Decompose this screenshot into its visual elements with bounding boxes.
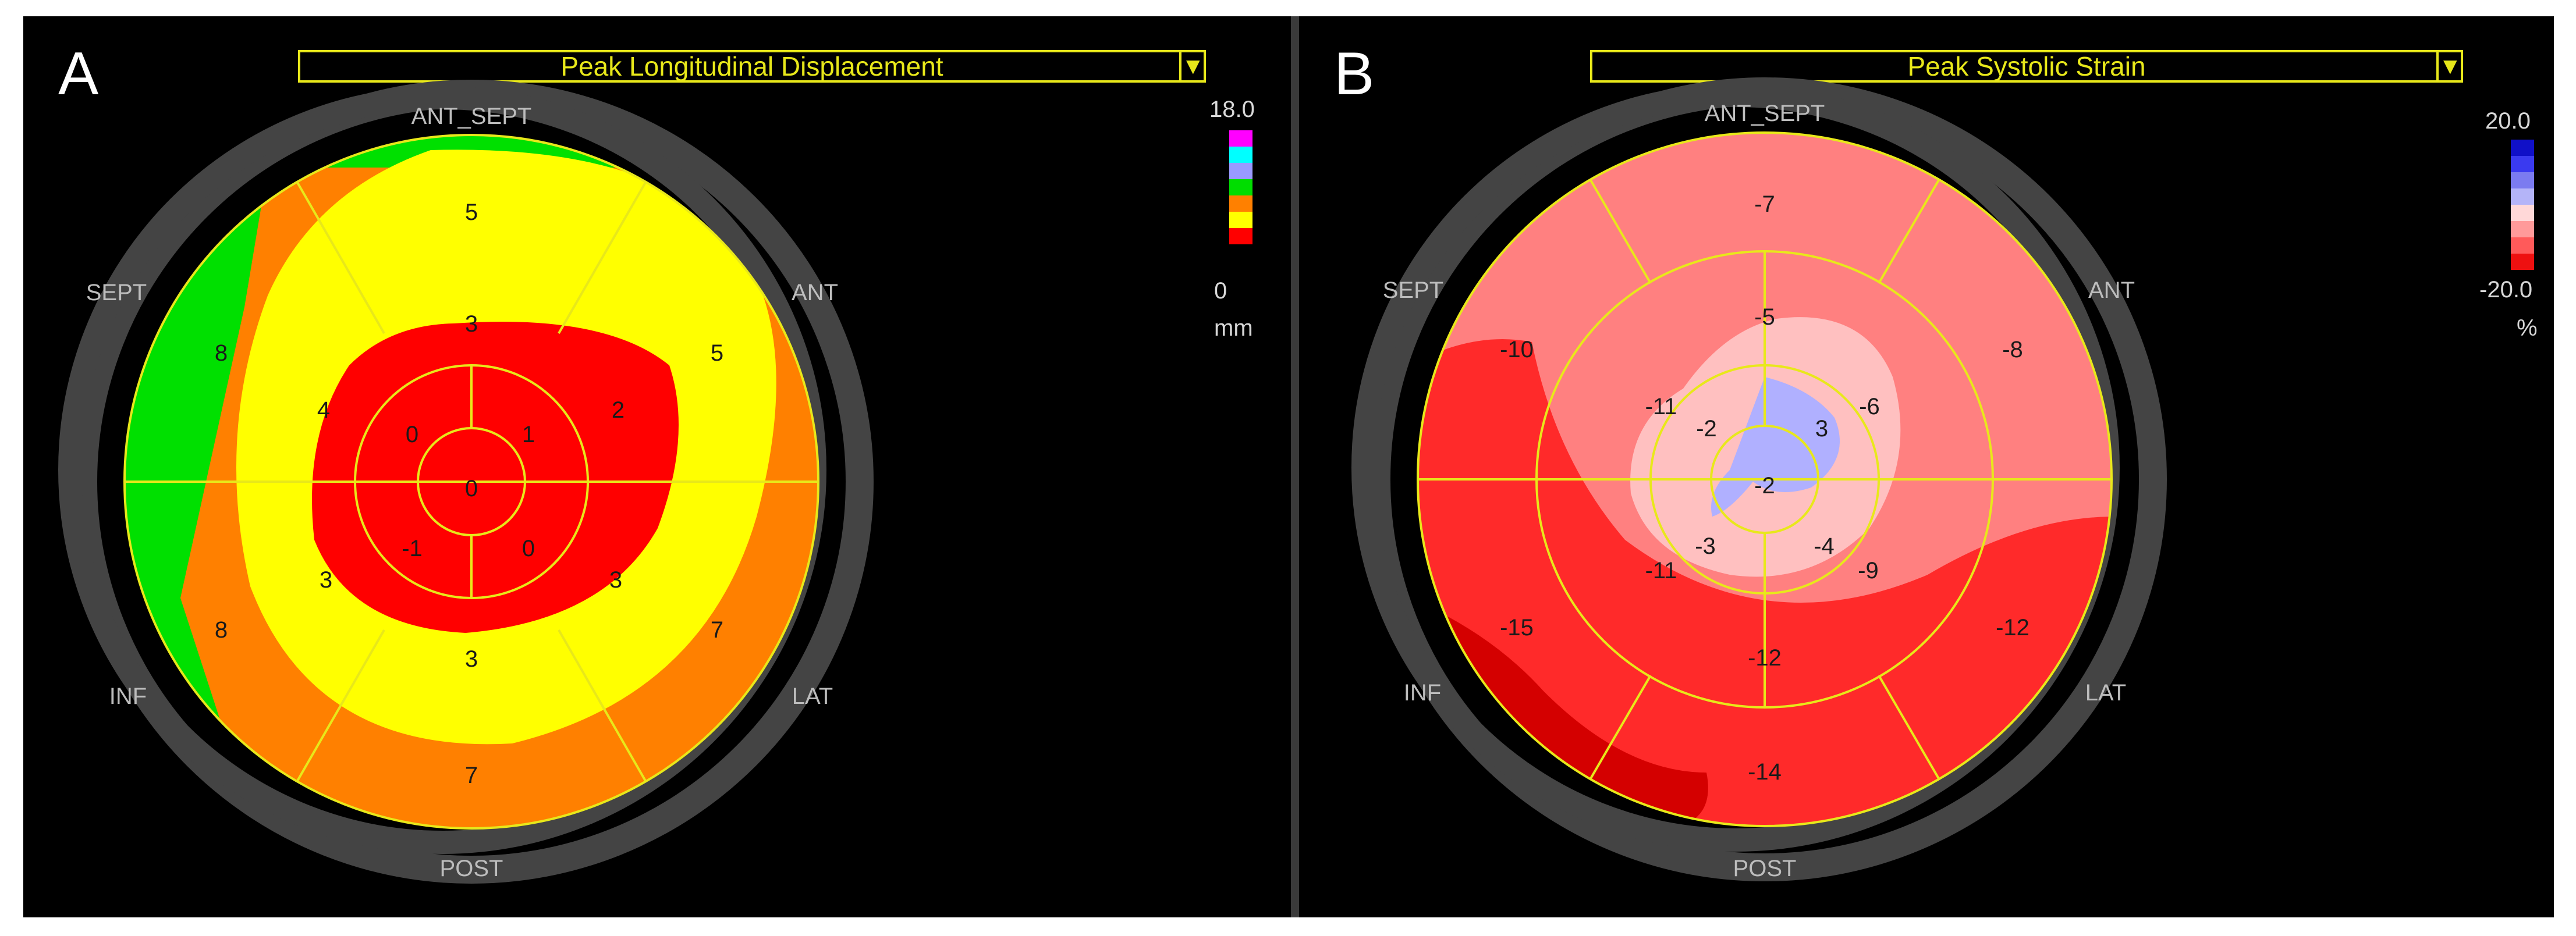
scale-b-swatch-5 xyxy=(2511,205,2534,221)
value-a-v5b: 5 xyxy=(711,340,723,366)
value-a-v3b: 3 xyxy=(609,567,622,593)
value-b-2: -8 xyxy=(2002,337,2023,362)
value-a-v0c: 0 xyxy=(465,476,478,501)
value-b-16: -3 xyxy=(1695,533,1716,559)
value-a-v4: 4 xyxy=(317,397,330,423)
scale-a-swatch-2 xyxy=(1229,147,1252,163)
value-a-v3c: 3 xyxy=(465,646,478,672)
scale-b-swatch-2 xyxy=(2511,156,2534,172)
value-a-v3a: 3 xyxy=(465,311,478,337)
dropdown-arrow-icon[interactable]: ▼ xyxy=(1179,52,1205,80)
region-red-b xyxy=(1418,339,2112,826)
value-b-6: -10 xyxy=(1500,337,1534,362)
value-a-v0b: 0 xyxy=(522,536,535,561)
scale-b-swatch-4 xyxy=(2511,188,2534,205)
dropdown-arrow-icon[interactable]: ▼ xyxy=(2436,52,2462,80)
panel-letter-a: A xyxy=(58,40,99,108)
label-sept-a: SEPT xyxy=(86,280,147,305)
label-sept-b: SEPT xyxy=(1383,277,1443,303)
grid-line-b2 xyxy=(1878,178,1940,284)
bullseye-plot-b: ANT_SEPT ANT LAT POST INF SEPT -7 -8 -12… xyxy=(1351,77,2167,881)
grid-line-a2 xyxy=(558,181,647,334)
scale-a-swatch-6 xyxy=(1229,212,1252,228)
value-a-v7b: 7 xyxy=(465,763,478,788)
label-ant-sept-b: ANT_SEPT xyxy=(1705,101,1825,126)
value-a-v7: 7 xyxy=(711,617,723,643)
value-a-v1: 1 xyxy=(522,422,535,447)
label-lat-b: LAT xyxy=(2085,680,2126,706)
label-ant-b: ANT xyxy=(2088,277,2135,303)
label-lat-a: LAT xyxy=(792,684,833,709)
scale-max-a: 18.0 xyxy=(1209,97,1255,122)
value-a-v2: 2 xyxy=(612,397,625,423)
scale-a-swatch-4 xyxy=(1229,179,1252,195)
grid-line-a4 xyxy=(558,629,647,782)
value-a-v8: 8 xyxy=(215,340,228,366)
panel-letter-b: B xyxy=(1334,40,1375,108)
scale-unit-b: % xyxy=(2517,315,2538,341)
value-b-3: -12 xyxy=(1996,615,2029,640)
value-b-4: -14 xyxy=(1748,759,1782,785)
value-a-v8b: 8 xyxy=(215,617,228,643)
value-b-5: -15 xyxy=(1500,615,1534,640)
value-b-14: 3 xyxy=(1815,416,1828,442)
value-b-11: -11 xyxy=(1645,558,1677,583)
scale-a-swatch-5 xyxy=(1229,195,1252,212)
parameter-dropdown-a[interactable]: Peak Longitudinal Displacement ▼ xyxy=(298,50,1206,83)
dropdown-label-a: Peak Longitudinal Displacement xyxy=(560,51,943,81)
scale-min-a: 0 xyxy=(1214,278,1227,304)
scale-a-swatch-3 xyxy=(1229,163,1252,179)
value-b-12: -11 xyxy=(1645,394,1677,419)
label-post-b: POST xyxy=(1733,856,1797,881)
value-b-17: -2 xyxy=(1754,473,1775,499)
region-blue-b xyxy=(1711,377,1840,517)
color-scale-b xyxy=(2511,140,2534,270)
value-b-1: -7 xyxy=(1754,191,1775,217)
grid-line-a3 xyxy=(296,629,385,782)
scale-a-swatch-1 xyxy=(1229,130,1252,147)
scale-max-b: 20.0 xyxy=(2485,108,2531,134)
region-red-a xyxy=(312,322,679,633)
label-ant-a: ANT xyxy=(792,280,838,305)
panel-b-strain: B Peak Systolic Strain ▼ 20.0 -20.0 % xyxy=(1299,16,2554,917)
panel-divider xyxy=(1291,16,1299,917)
value-a-vm1: -1 xyxy=(402,536,423,561)
panel-a-displacement: A Peak Longitudinal Displacement ▼ 18.0 … xyxy=(23,16,1291,917)
value-b-9: -9 xyxy=(1858,558,1879,583)
value-a-v5: 5 xyxy=(465,200,478,225)
grid-line-b3 xyxy=(1589,674,1652,781)
value-b-13: -2 xyxy=(1696,416,1717,442)
scale-unit-a: mm xyxy=(1214,315,1253,341)
value-a-v3d: 3 xyxy=(320,567,332,593)
label-inf-a: INF xyxy=(109,684,147,709)
scale-a-swatch-7 xyxy=(1229,228,1252,244)
bullseye-plot-a: ANT_SEPT ANT LAT POST INF SEPT 5 5 7 7 8… xyxy=(58,80,874,884)
value-b-7: -5 xyxy=(1754,304,1775,330)
label-inf-b: INF xyxy=(1404,680,1441,706)
scale-b-swatch-6 xyxy=(2511,221,2534,237)
scale-b-swatch-7 xyxy=(2511,237,2534,254)
grid-line-b1 xyxy=(1589,178,1652,284)
label-ant-sept-a: ANT_SEPT xyxy=(411,104,532,129)
value-b-10: -12 xyxy=(1748,645,1782,671)
scale-b-swatch-1 xyxy=(2511,140,2534,156)
dropdown-label-b: Peak Systolic Strain xyxy=(1907,51,2146,81)
scale-min-b: -20.0 xyxy=(2479,277,2533,302)
value-a-v0a: 0 xyxy=(406,422,418,447)
label-post-a: POST xyxy=(440,856,503,881)
color-scale-a xyxy=(1229,130,1252,244)
scale-b-swatch-3 xyxy=(2511,172,2534,188)
parameter-dropdown-b[interactable]: Peak Systolic Strain ▼ xyxy=(1590,50,2463,83)
grid-line-b4 xyxy=(1878,674,1940,781)
value-b-15: -4 xyxy=(1814,533,1835,559)
grid-line-a1 xyxy=(296,181,385,334)
scale-b-swatch-8 xyxy=(2511,254,2534,270)
value-b-8: -6 xyxy=(1859,394,1880,419)
